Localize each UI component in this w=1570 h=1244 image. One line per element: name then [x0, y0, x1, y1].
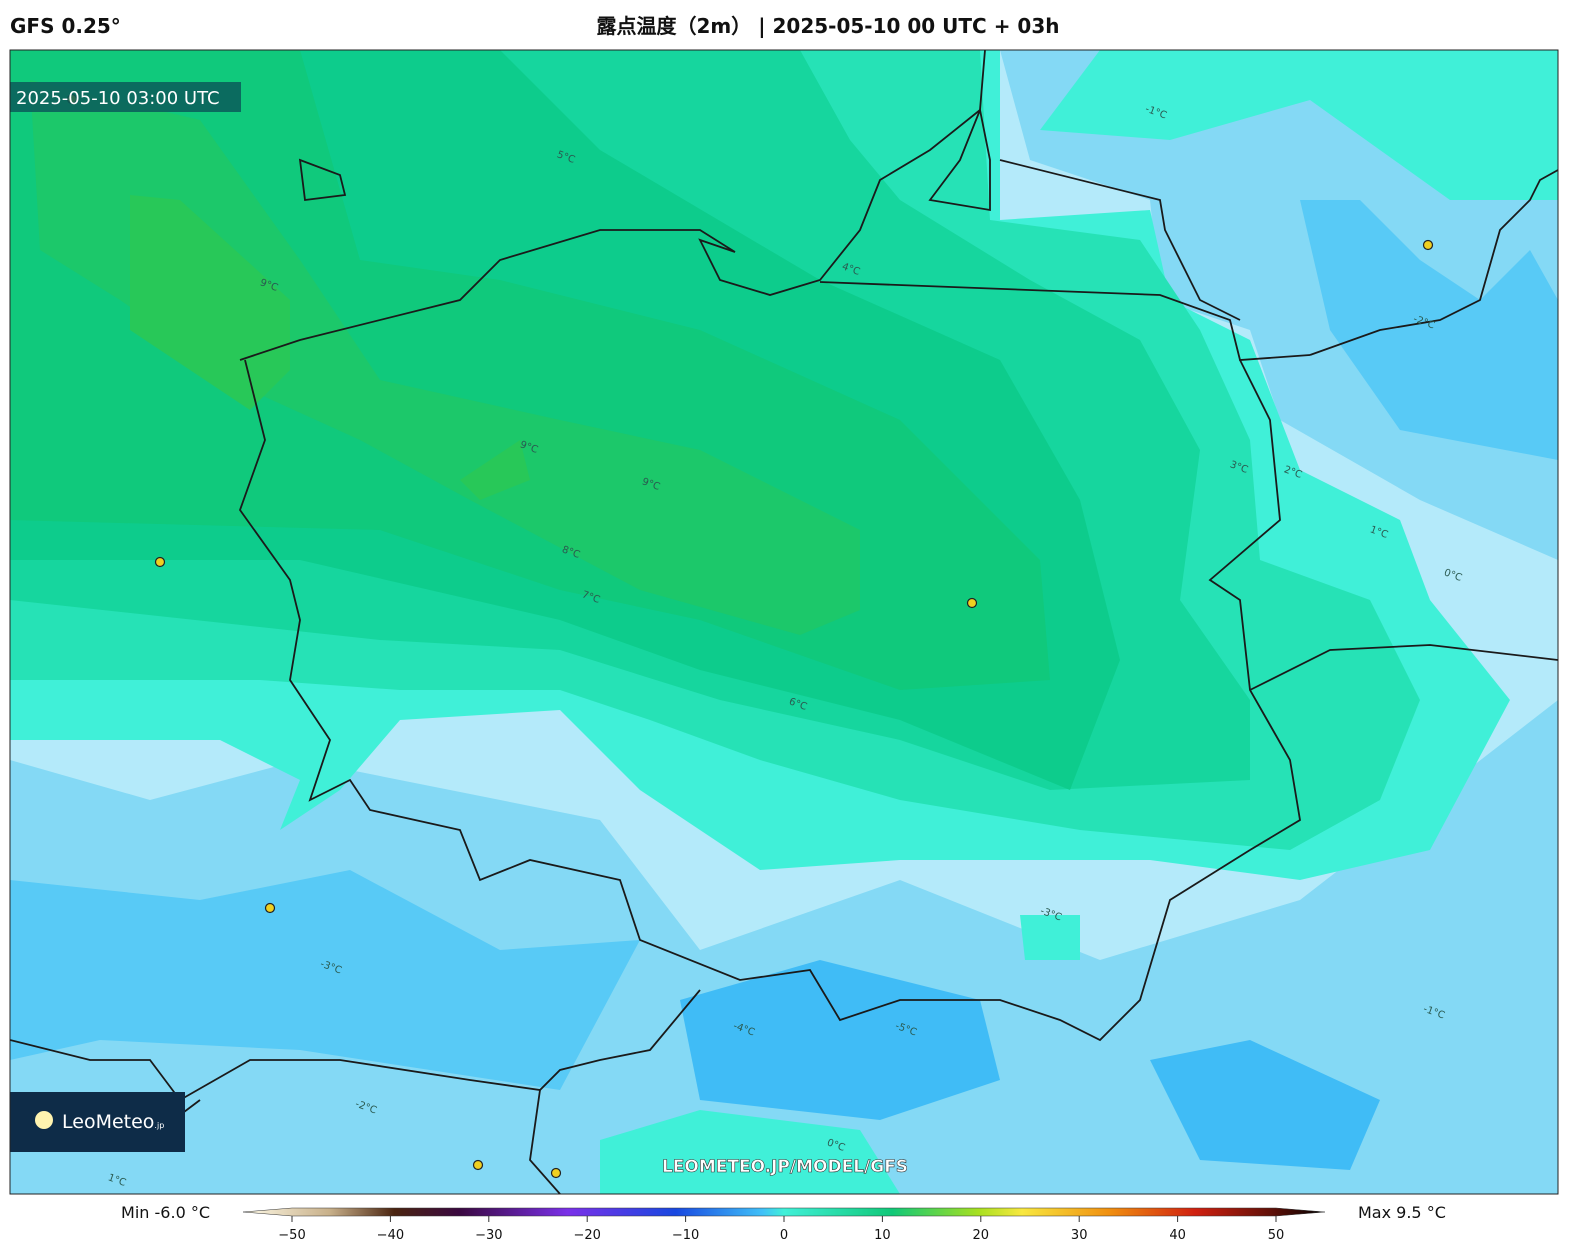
- colorbar-tick-label: −10: [672, 1228, 699, 1243]
- timestamp: 2025-05-10 03:00 UTC: [16, 88, 220, 109]
- logo-suffix: .jp: [154, 1121, 164, 1130]
- logo-name: LeoMeteo: [62, 1111, 154, 1133]
- logo-sun: [35, 1111, 53, 1129]
- colorbar-tick-label: 10: [874, 1228, 891, 1243]
- city-marker: [154, 556, 166, 568]
- city-marker: [472, 1159, 484, 1171]
- colorbar-tick-label: −20: [573, 1228, 600, 1243]
- timestamp-box: [10, 82, 241, 112]
- map-frame: [9, 49, 1559, 1195]
- colorbar: [242, 1207, 1326, 1217]
- city-marker: [264, 902, 276, 914]
- colorbar-tick-label: 50: [1268, 1228, 1285, 1243]
- cities: [66, 93, 1434, 1179]
- colorbar-tick-label: 0: [780, 1228, 788, 1243]
- city-marker: [550, 1167, 562, 1179]
- logo: LeoMeteo.jp: [62, 1111, 164, 1133]
- watermark: LEOMETEO.JP/MODEL/GFS: [662, 1157, 908, 1177]
- colorbar-tick-label: −30: [475, 1228, 502, 1243]
- max-label: Max 9.5 °C: [1358, 1203, 1446, 1222]
- colorbar-tick-label: 40: [1169, 1228, 1186, 1243]
- map-title: 露点温度（2m） | 2025-05-10 00 UTC + 03h: [597, 14, 1060, 38]
- min-label: Min -6.0 °C: [121, 1203, 210, 1222]
- colorbar-tick-label: −50: [278, 1228, 305, 1243]
- borders: [10, 50, 1558, 1194]
- field: [10, 50, 1558, 1194]
- colorbar-ticks: −50 −40 −30 −20 −10 0 10 20 30 40 50: [278, 1216, 1284, 1243]
- model-name: GFS 0.25°: [10, 14, 121, 38]
- city-marker: [966, 597, 978, 609]
- colorbar-tick-label: 20: [973, 1228, 990, 1243]
- colorbar-tick-label: −40: [377, 1228, 404, 1243]
- city-marker: [1422, 239, 1434, 251]
- colorbar-tick-label: 30: [1071, 1228, 1088, 1243]
